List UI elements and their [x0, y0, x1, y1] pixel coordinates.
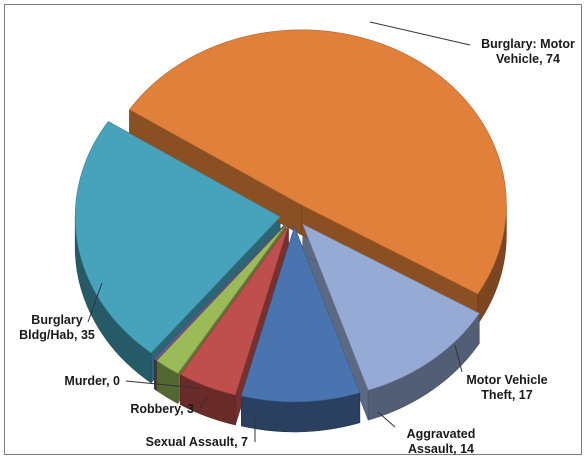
slice-burglary-bldg-hab	[74, 121, 281, 354]
data-label-murder: Murder, 0	[64, 374, 120, 388]
data-label-burglary-bldg-hab: Burglary Bldg/Hab, 35	[19, 313, 95, 342]
slice-aggravated-assault	[240, 225, 361, 403]
data-label-line: Burglary	[31, 313, 82, 327]
data-label-line: Murder, 0	[64, 374, 120, 388]
leader-line-murder	[125, 380, 199, 389]
leader-line-burglary-motor-vehicle	[369, 21, 471, 46]
data-label-line: Aggravated	[407, 427, 476, 441]
data-label-burglary-motor-vehicle: Burglary: Motor Vehicle, 74	[481, 37, 575, 66]
data-label-line: Vehicle, 74	[496, 52, 560, 66]
slice-robbery	[156, 224, 287, 374]
data-label-robbery: Robbery, 3	[130, 402, 194, 416]
data-label-motor-vehicle-theft: Motor Vehicle Theft, 17	[466, 373, 547, 402]
slice-sexual-assault	[179, 225, 289, 396]
data-label-line: Robbery, 3	[130, 402, 194, 416]
data-labels: Burglary: Motor Vehicle, 74 Motor Vehicle T…	[19, 21, 575, 456]
leader-line-robbery	[199, 396, 209, 409]
pie-tops	[74, 29, 507, 403]
data-label-line: Bldg/Hab, 35	[19, 328, 95, 342]
slice-burglary-motor-vehicle	[129, 29, 507, 295]
slice-murder	[154, 224, 286, 361]
leader-line-aggravated-assault	[377, 411, 396, 428]
data-label-line: Burglary: Motor	[481, 37, 575, 51]
leader-line-burglary-bldg-hab	[87, 282, 103, 323]
data-label-aggravated-assault: Aggravated Assault, 14	[407, 427, 476, 456]
slice-motor-vehicle-theft	[302, 223, 480, 391]
data-label-line: Assault, 14	[408, 442, 474, 456]
leader-line-motor-vehicle-theft	[454, 344, 463, 373]
data-label-line: Motor Vehicle	[466, 373, 547, 387]
data-label-sexual-assault: Sexual Assault, 7	[146, 435, 248, 449]
slice-side-murder	[154, 358, 157, 391]
data-label-line: Sexual Assault, 7	[146, 435, 248, 449]
data-label-line: Theft, 17	[481, 388, 532, 402]
